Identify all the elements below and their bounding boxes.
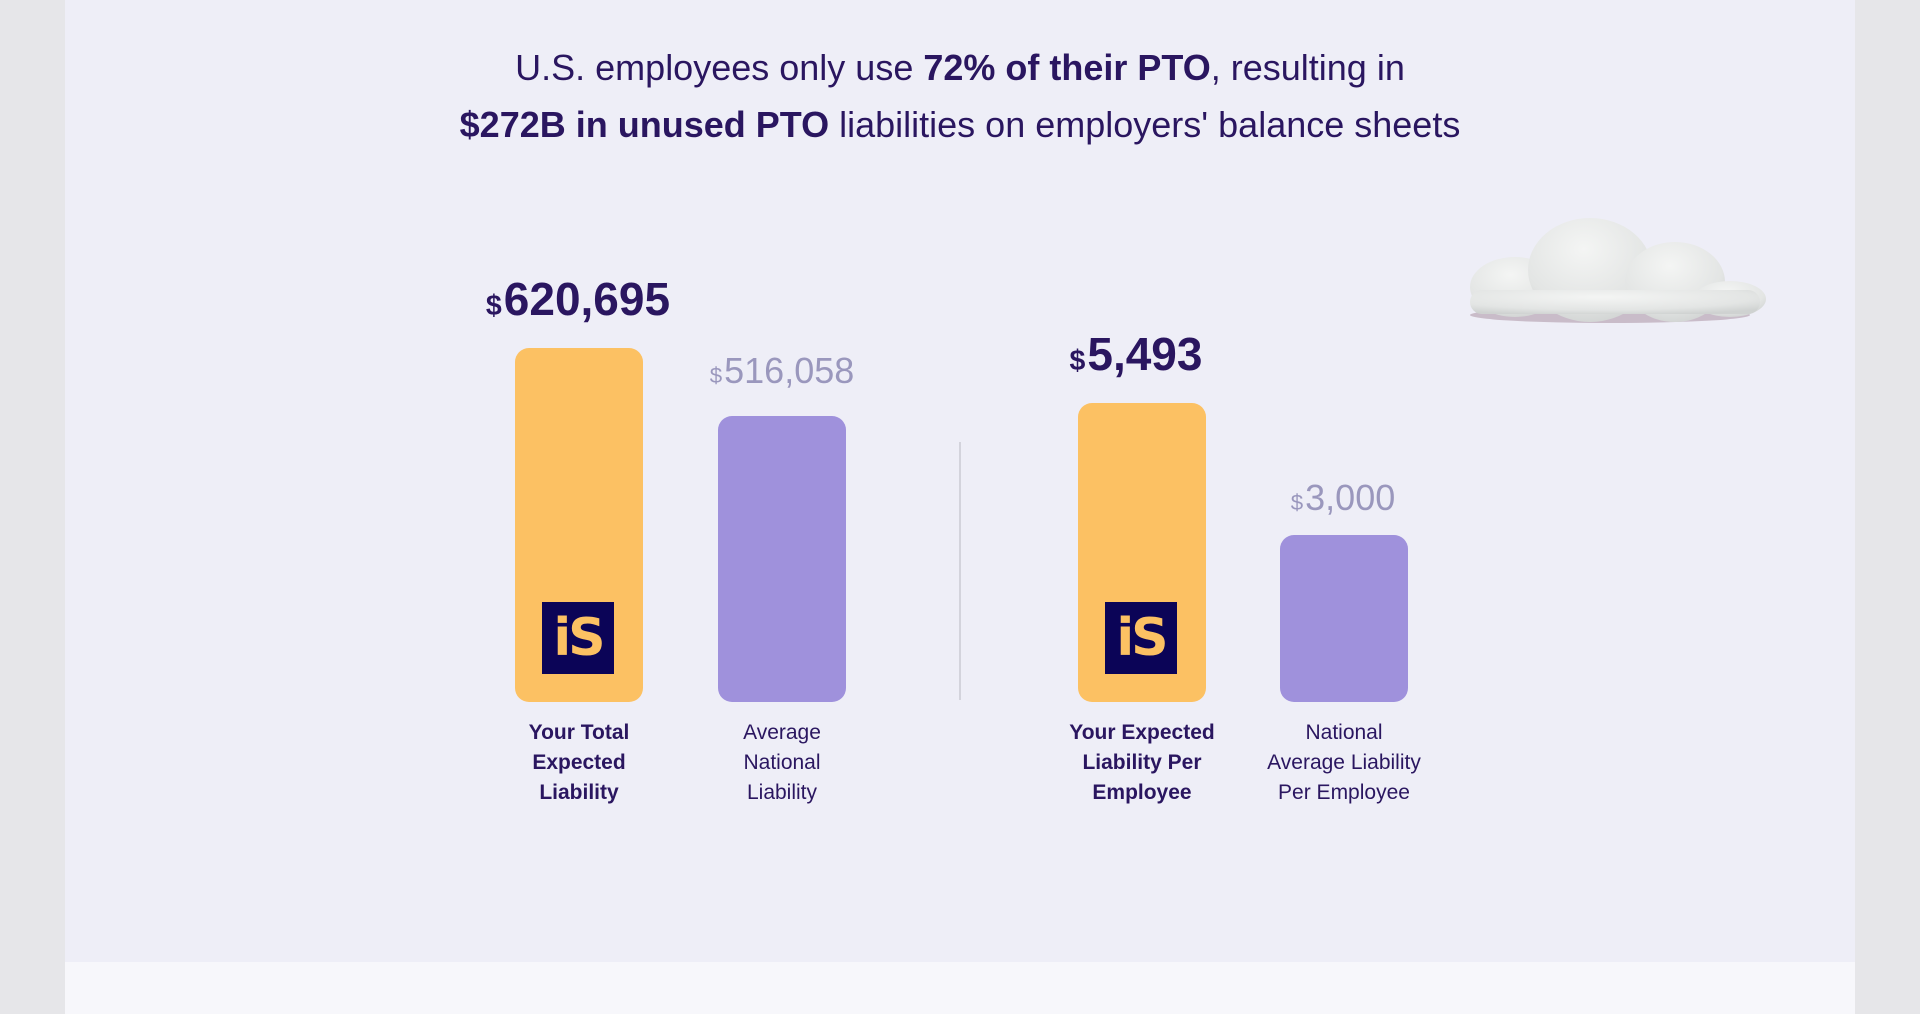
- per-employee-liability-value: $5,493: [1069, 328, 1203, 380]
- is-logo-icon: iS: [542, 602, 614, 674]
- headline-line-2: $272B in unused PTO liabilities on emplo…: [459, 104, 1461, 145]
- national-liability-value: $516,058: [709, 350, 855, 391]
- headline-line-1: U.S. employees only use 72% of their PTO…: [515, 47, 1405, 88]
- total-liability-value: $620,695: [485, 273, 671, 325]
- national-per-employee-label: National Average Liability Per Employee: [1267, 721, 1421, 804]
- group-divider: [959, 442, 961, 700]
- per-employee-liability-bar: iS: [1078, 403, 1206, 702]
- is-logo-icon: iS: [1105, 602, 1177, 674]
- national-liability-bar: [718, 416, 846, 702]
- footer-section: [65, 962, 1855, 1014]
- cloud-icon: [1470, 218, 1766, 323]
- total-liability-label: Your Total Expected Liability: [528, 721, 630, 804]
- national-liability-label: Average National Liability: [743, 721, 821, 804]
- national-per-employee-value: $3,000: [1290, 477, 1396, 518]
- national-per-employee-bar: [1280, 535, 1408, 702]
- total-liability-bar: iS: [515, 348, 643, 702]
- per-employee-liability-label: Your Expected Liability Per Employee: [1069, 721, 1215, 804]
